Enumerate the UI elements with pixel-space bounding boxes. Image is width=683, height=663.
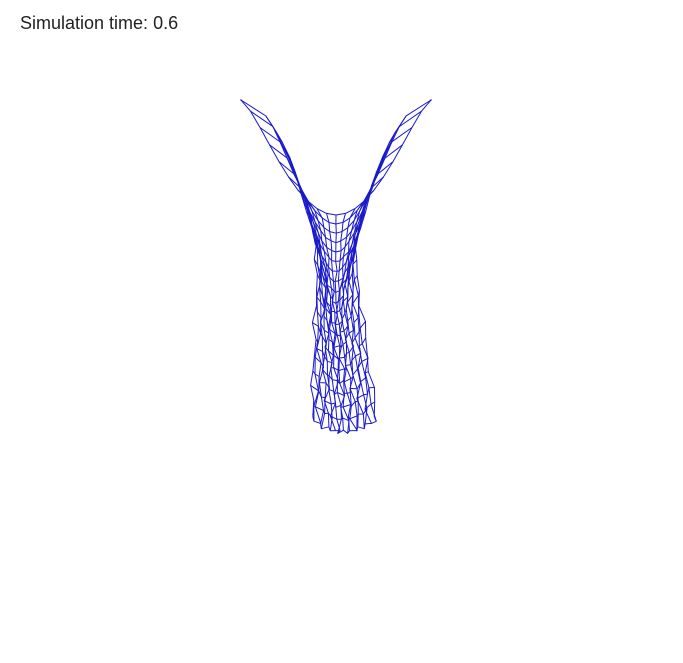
cloth-mesh-row bbox=[316, 305, 360, 348]
cloth-mesh-row bbox=[310, 384, 375, 408]
cloth-mesh-row bbox=[313, 259, 358, 315]
cloth-pin-point bbox=[430, 99, 432, 101]
cloth-mesh-row bbox=[312, 370, 369, 397]
cloth-mesh-row bbox=[316, 274, 358, 326]
cloth-mesh-row bbox=[301, 194, 371, 272]
cloth-mesh-row bbox=[265, 115, 407, 225]
simulation-time-label: Simulation time: bbox=[20, 13, 149, 33]
cloth-mesh-row bbox=[313, 354, 369, 384]
cloth-mesh-column bbox=[348, 144, 403, 424]
cloth-mesh-row bbox=[315, 337, 367, 371]
cloth-mesh-row bbox=[312, 416, 377, 434]
cloth-mesh-column bbox=[351, 127, 413, 424]
simulation-time-readout: Simulation time: 0.6 bbox=[20, 11, 178, 35]
cloth-mesh-row bbox=[305, 210, 367, 282]
cloth-mesh-row bbox=[316, 289, 360, 337]
cloth-pin-point bbox=[240, 99, 242, 101]
cloth-mesh-row bbox=[312, 321, 366, 360]
cloth-mesh-row bbox=[315, 243, 356, 304]
cloth-mesh-row bbox=[313, 400, 375, 422]
simulation-time-value: 0.6 bbox=[153, 13, 179, 33]
cloth-mesh-column bbox=[334, 214, 346, 431]
cloth-mesh-column bbox=[240, 99, 318, 417]
cloth-mesh-column bbox=[352, 110, 422, 422]
cloth-mesh-row bbox=[240, 99, 432, 216]
cloth-mesh-column bbox=[250, 110, 321, 422]
